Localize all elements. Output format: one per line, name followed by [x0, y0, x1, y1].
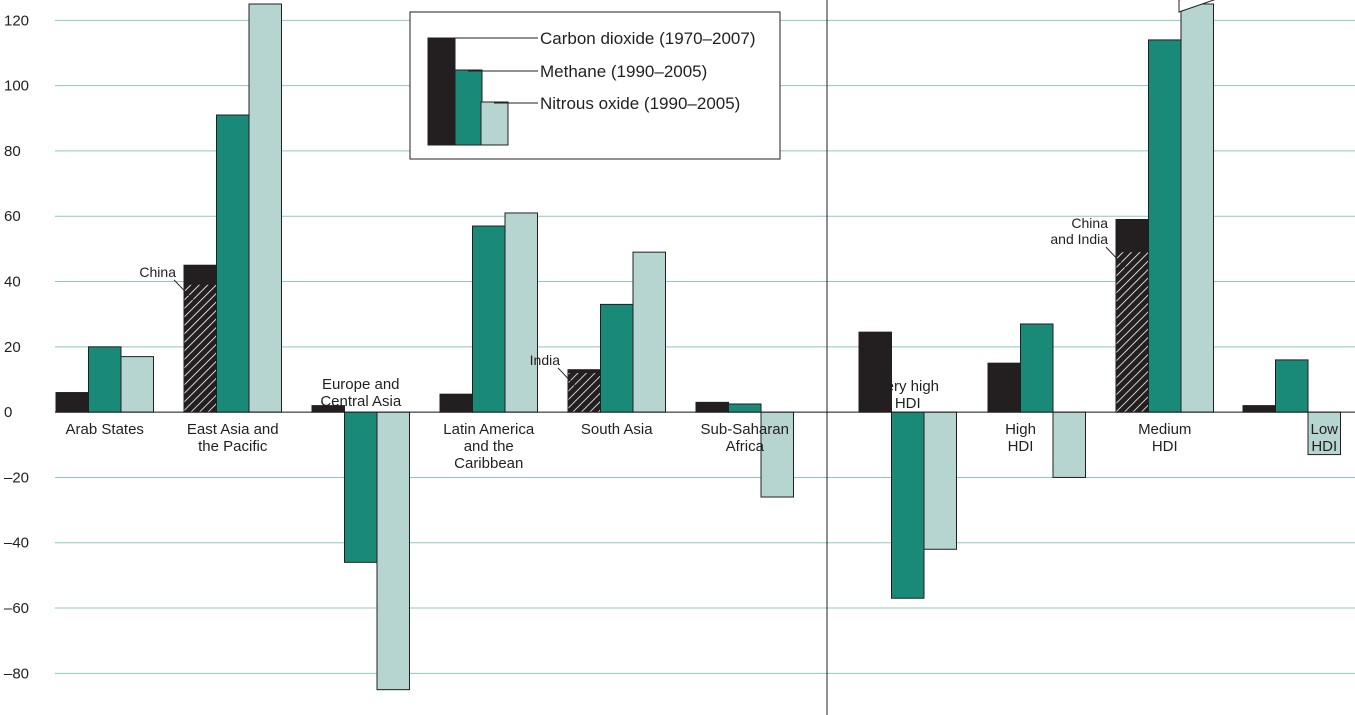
bar-subset-hatched — [1116, 252, 1148, 413]
bar-carbon — [858, 331, 892, 413]
bar-methane — [216, 114, 250, 413]
bar-carbon — [695, 401, 729, 413]
category-label: Very high — [876, 378, 939, 395]
bar-nitrous — [120, 356, 154, 413]
bar-nitrous — [760, 411, 794, 498]
y-tick-label: –60 — [4, 600, 29, 617]
bar-nitrous — [1180, 3, 1214, 413]
bar-methane — [344, 411, 378, 563]
bar-methane — [1275, 359, 1309, 413]
category-label: Sub-Saharan — [701, 421, 789, 438]
bar-subset-hatched — [184, 284, 216, 413]
bar-nitrous — [504, 212, 538, 413]
category-label: HDI — [1311, 438, 1337, 455]
category-label: HDI — [1008, 438, 1034, 455]
category-label: High — [1005, 421, 1036, 438]
bar-methane — [728, 403, 762, 413]
subset-callout-line — [173, 279, 195, 302]
y-tick-label: 120 — [4, 12, 29, 29]
break-wedge — [1178, 0, 1216, 13]
category-label: Europe and — [322, 376, 400, 393]
y-tick-label: –80 — [4, 665, 29, 682]
y-tick-label: –40 — [4, 535, 29, 552]
subset-callout-line — [557, 367, 579, 390]
bar-methane — [472, 225, 506, 413]
legend-label: Carbon dioxide (1970–2007) — [540, 29, 756, 48]
legend-label: Methane (1990–2005) — [540, 62, 707, 81]
category-label: Caribbean — [454, 455, 523, 472]
bar-methane — [600, 303, 634, 413]
axis-break-mark — [1178, 0, 1216, 13]
category-label: Medium — [1138, 421, 1191, 438]
category-label: and the — [464, 438, 514, 455]
y-tick-label: –20 — [4, 469, 29, 486]
category-label: Low — [1310, 421, 1338, 438]
bar-nitrous — [376, 411, 410, 691]
bar-nitrous — [632, 251, 666, 413]
y-tick-label: 80 — [4, 143, 21, 160]
bar-nitrous — [1052, 411, 1086, 478]
legend-label: Nitrous oxide (1990–2005) — [540, 94, 740, 113]
category-label: HDI — [1152, 438, 1178, 455]
bar-nitrous — [248, 3, 282, 413]
y-tick-label: 60 — [4, 208, 21, 225]
subset-callout-line — [1105, 246, 1127, 269]
category-label: South Asia — [581, 421, 653, 438]
bar-methane — [1148, 39, 1182, 413]
bar-carbon — [439, 393, 473, 413]
bar-methane — [1020, 323, 1054, 413]
bar-carbon — [1242, 405, 1276, 413]
bar-methane — [891, 411, 925, 599]
subset-callout-label: China — [139, 264, 176, 280]
category-label: Latin America — [443, 421, 535, 438]
subset-callout-label: China — [1071, 215, 1108, 231]
y-tick-label: 20 — [4, 339, 21, 356]
legend-swatch-methane — [454, 69, 483, 146]
y-tick-label: 40 — [4, 274, 21, 291]
bar-nitrous — [1307, 411, 1341, 456]
category-label: Central Asia — [320, 393, 402, 410]
y-tick-label: 100 — [4, 78, 29, 95]
legend-swatch-carbon — [427, 37, 456, 146]
bar-carbon — [987, 362, 1021, 413]
category-label: the Pacific — [198, 438, 268, 455]
category-label: HDI — [895, 395, 921, 412]
subset-callout-label: India — [530, 352, 561, 368]
category-label: East Asia and — [187, 421, 279, 438]
y-axis: 120 100 80 60 40 20 0 –20 –40 –60 –80 — [4, 12, 29, 682]
bar-nitrous — [923, 411, 957, 550]
legend-swatch-nitrous — [480, 101, 509, 146]
subset-callout-label: and India — [1050, 231, 1108, 247]
bar-carbon — [55, 392, 89, 413]
bar-subset-hatched — [568, 372, 600, 413]
category-label: Arab States — [66, 421, 144, 438]
y-tick-label: 0 — [4, 404, 12, 421]
category-label: Africa — [726, 438, 765, 455]
legend: Carbon dioxide (1970–2007) Methane (1990–… — [409, 11, 781, 160]
bar-methane — [88, 346, 122, 413]
